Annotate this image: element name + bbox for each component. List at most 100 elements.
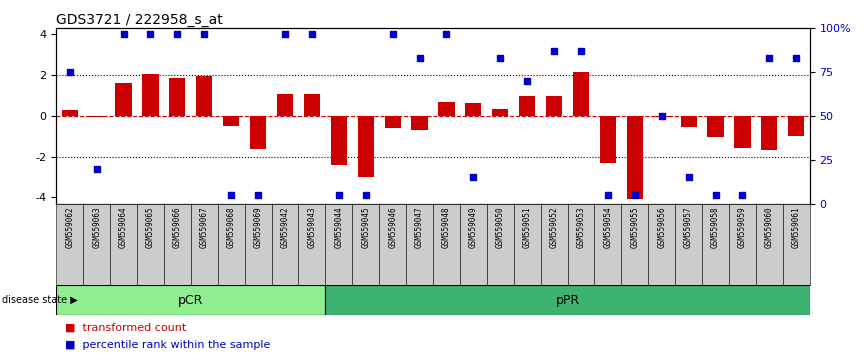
Text: GSM559069: GSM559069 <box>254 206 262 247</box>
Point <box>144 31 158 36</box>
Bar <box>197 76 212 116</box>
Bar <box>358 116 374 177</box>
Bar <box>734 116 751 148</box>
Text: GSM559051: GSM559051 <box>523 206 532 247</box>
Point <box>117 31 131 36</box>
Bar <box>433 204 460 285</box>
Point <box>412 55 426 61</box>
Bar <box>326 204 352 285</box>
Point <box>171 31 184 36</box>
Bar <box>245 204 272 285</box>
Bar <box>217 204 245 285</box>
Point <box>359 192 372 198</box>
Text: GSM559055: GSM559055 <box>630 206 639 247</box>
Text: ■  transformed count: ■ transformed count <box>65 322 186 332</box>
Bar <box>681 116 697 127</box>
Bar <box>272 204 299 285</box>
Text: GSM559050: GSM559050 <box>495 206 505 247</box>
Bar <box>519 96 535 116</box>
Text: GSM559054: GSM559054 <box>604 206 612 247</box>
Point <box>735 192 749 198</box>
Text: GSM559056: GSM559056 <box>657 206 666 247</box>
Bar <box>761 116 778 149</box>
Bar <box>110 204 137 285</box>
Text: pCR: pCR <box>178 293 204 307</box>
Text: GSM559044: GSM559044 <box>334 206 343 247</box>
Bar <box>352 204 379 285</box>
Bar <box>622 204 649 285</box>
Text: GSM559045: GSM559045 <box>361 206 371 247</box>
Point <box>547 48 561 54</box>
Bar <box>223 116 239 126</box>
Point <box>601 192 615 198</box>
Text: GSM559046: GSM559046 <box>388 206 397 247</box>
Point <box>197 31 211 36</box>
Text: GSM559048: GSM559048 <box>442 206 451 247</box>
Bar <box>675 204 702 285</box>
Text: ■  percentile rank within the sample: ■ percentile rank within the sample <box>65 340 270 350</box>
Bar <box>164 204 191 285</box>
Text: GSM559052: GSM559052 <box>550 206 559 247</box>
Text: GSM559049: GSM559049 <box>469 206 478 247</box>
Point <box>467 175 481 180</box>
Text: GSM559059: GSM559059 <box>738 206 747 247</box>
Bar <box>654 116 669 117</box>
Bar <box>514 204 540 285</box>
Text: GSM559067: GSM559067 <box>200 206 209 247</box>
Point <box>708 192 722 198</box>
Text: GSM559063: GSM559063 <box>92 206 101 247</box>
Bar <box>783 204 810 285</box>
Bar <box>56 285 326 315</box>
Text: GSM559060: GSM559060 <box>765 206 774 247</box>
Bar <box>83 204 110 285</box>
Point <box>628 192 642 198</box>
Bar <box>406 204 433 285</box>
Text: GSM559061: GSM559061 <box>792 206 801 247</box>
Bar <box>465 103 481 116</box>
Bar <box>331 116 347 165</box>
Point <box>251 192 265 198</box>
Bar <box>567 204 594 285</box>
Bar <box>277 93 293 116</box>
Text: GSM559043: GSM559043 <box>307 206 316 247</box>
Bar <box>649 204 675 285</box>
Point <box>574 48 588 54</box>
Bar <box>438 102 455 116</box>
Bar <box>788 116 805 136</box>
Bar <box>702 204 729 285</box>
Point <box>385 31 399 36</box>
Text: GSM559068: GSM559068 <box>227 206 236 247</box>
Point <box>789 55 803 61</box>
Point <box>682 175 695 180</box>
Bar <box>137 204 164 285</box>
Bar <box>546 96 562 116</box>
Text: GSM559065: GSM559065 <box>146 206 155 247</box>
Bar <box>191 204 217 285</box>
Bar <box>170 78 185 116</box>
Text: GSM559053: GSM559053 <box>577 206 585 247</box>
Text: GDS3721 / 222958_s_at: GDS3721 / 222958_s_at <box>56 13 223 27</box>
Bar <box>540 204 567 285</box>
Bar <box>708 116 724 137</box>
Bar <box>600 116 616 163</box>
Bar <box>250 116 266 149</box>
Point <box>332 192 346 198</box>
Text: GSM559057: GSM559057 <box>684 206 693 247</box>
Bar <box>61 110 78 116</box>
Text: GSM559058: GSM559058 <box>711 206 720 247</box>
Point <box>90 166 104 171</box>
Bar <box>88 116 105 117</box>
Point <box>440 31 454 36</box>
Bar <box>411 116 428 130</box>
Point <box>655 113 669 119</box>
Point <box>63 69 77 75</box>
Bar <box>326 285 810 315</box>
Bar <box>299 204 326 285</box>
Text: GSM559064: GSM559064 <box>119 206 128 247</box>
Bar <box>304 93 320 116</box>
Bar <box>56 204 83 285</box>
Point <box>305 31 319 36</box>
Text: pPR: pPR <box>555 293 579 307</box>
Bar <box>115 83 132 116</box>
Bar <box>573 72 589 116</box>
